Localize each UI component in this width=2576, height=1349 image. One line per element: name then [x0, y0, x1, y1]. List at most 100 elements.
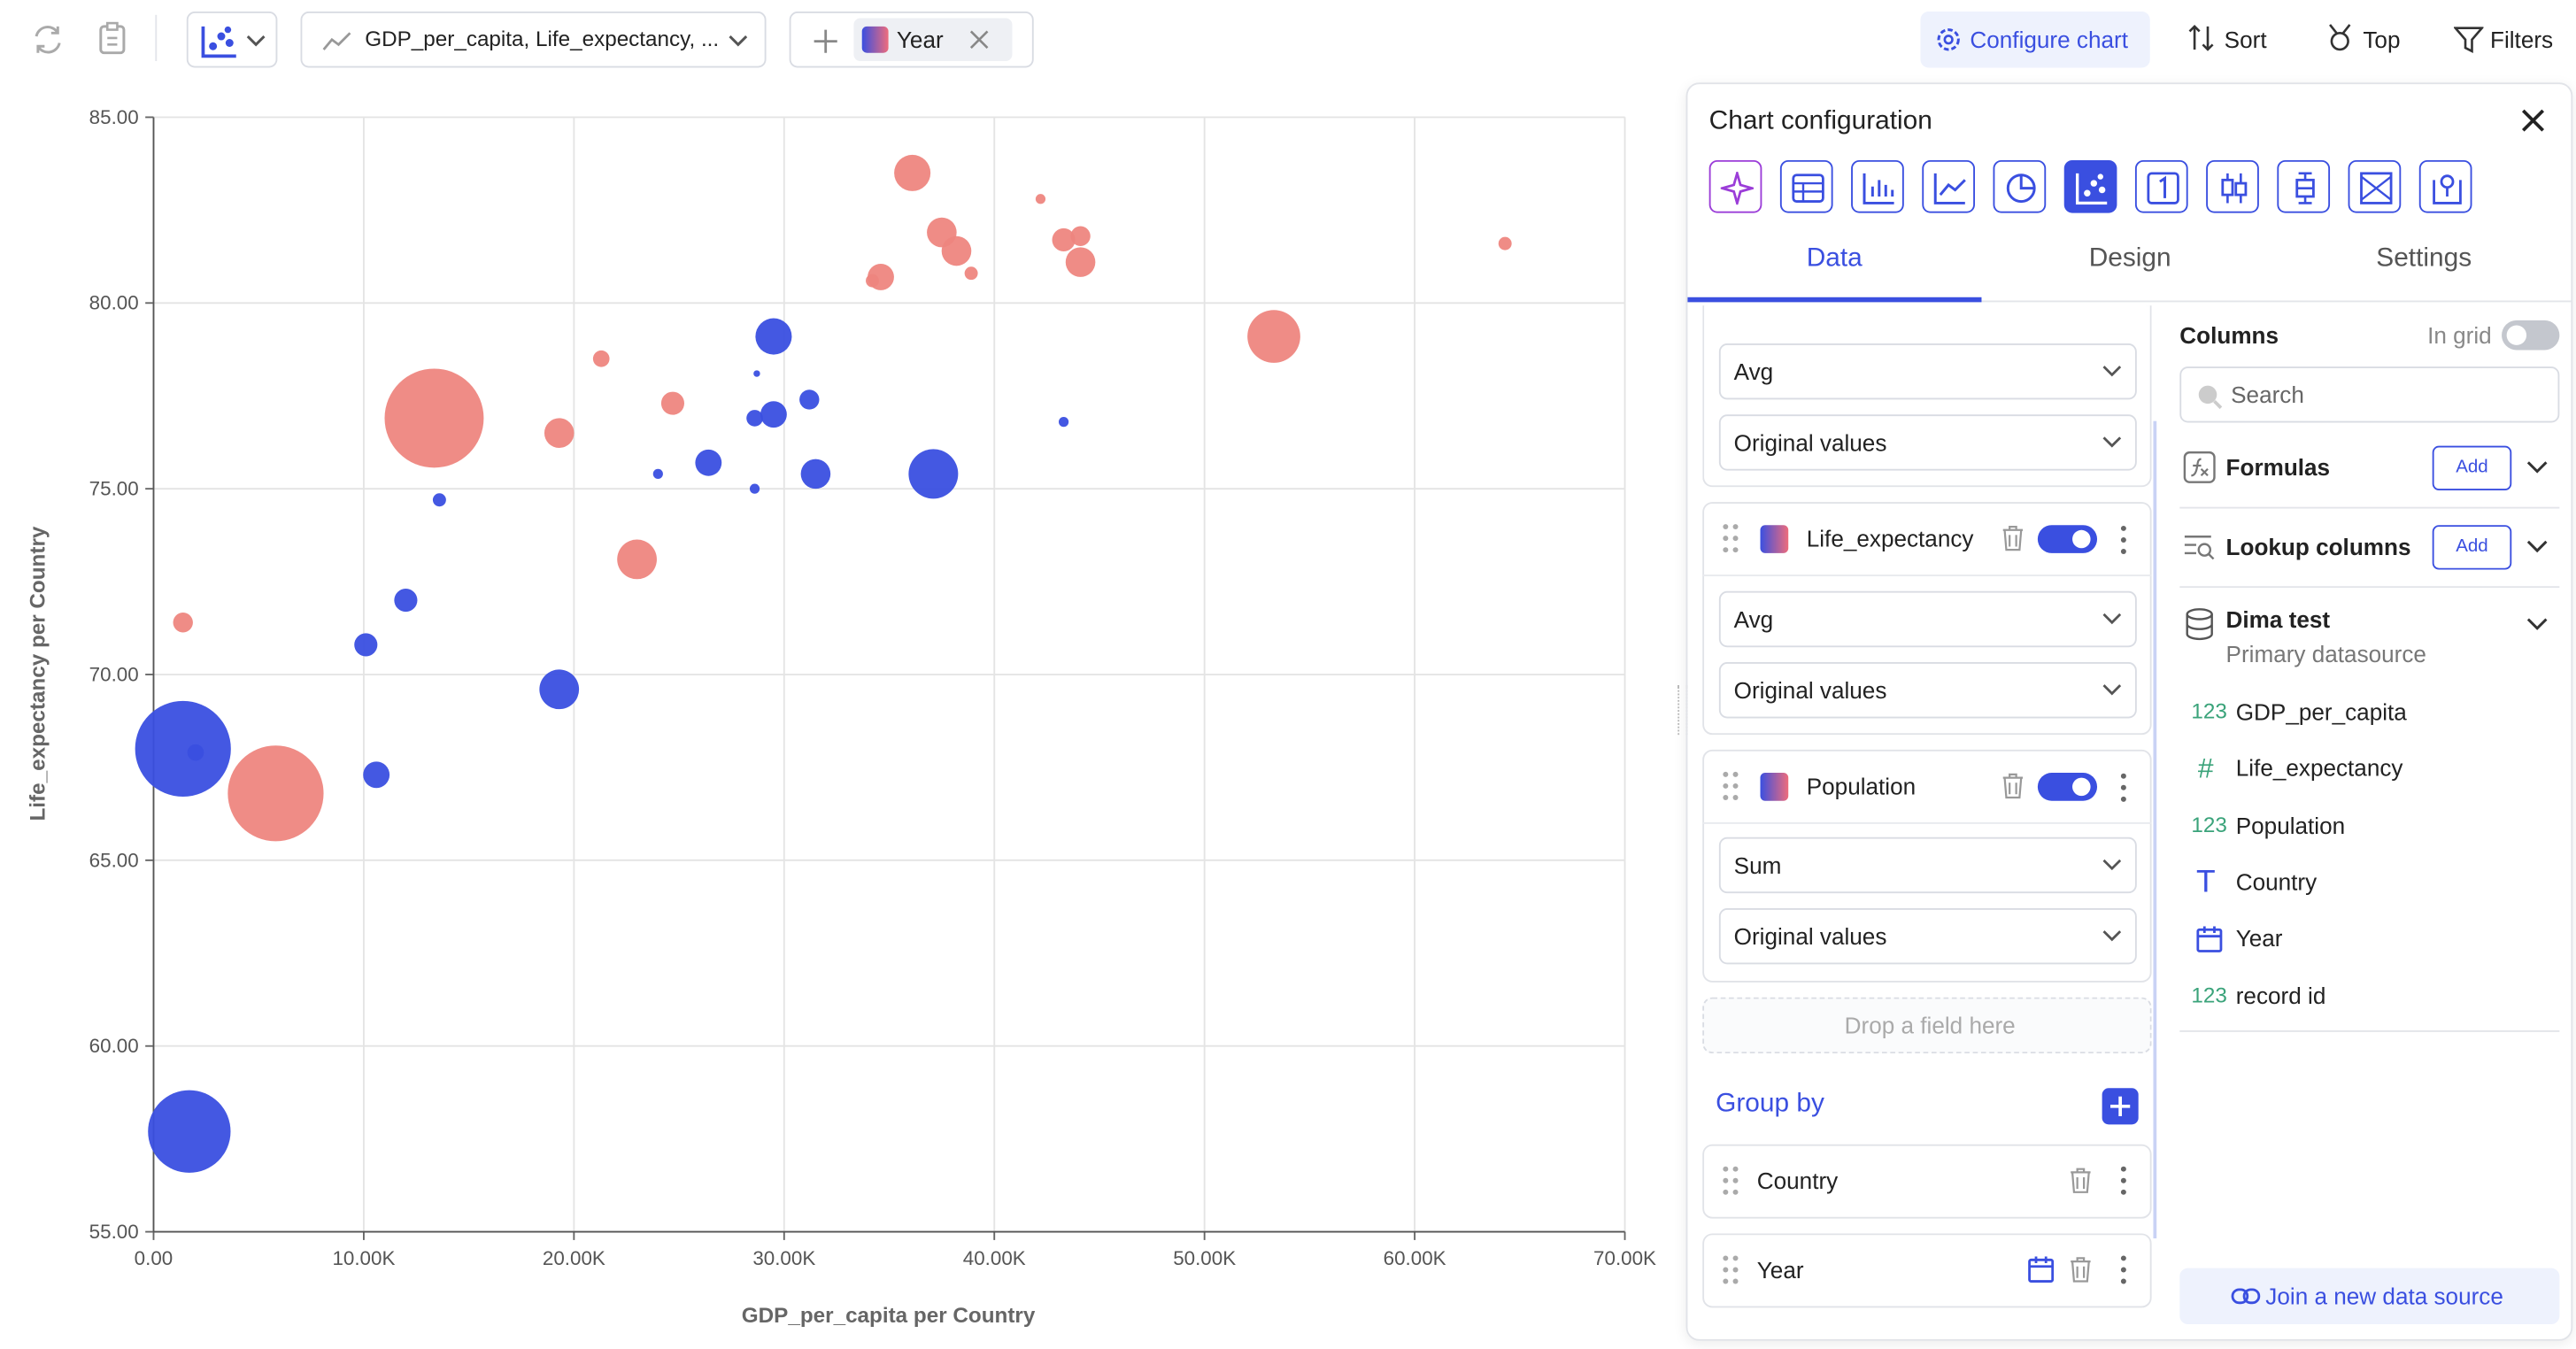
sort-icon[interactable]	[2188, 24, 2215, 51]
column-name[interactable]: Year	[2235, 924, 2283, 952]
line-icon[interactable]	[1922, 159, 1976, 213]
filter-icon[interactable]	[2453, 25, 2484, 55]
refresh-icon[interactable]	[30, 21, 66, 58]
bubble	[187, 744, 204, 761]
filters-label[interactable]: Filters	[2490, 26, 2554, 53]
bubble	[354, 633, 378, 657]
pie-icon[interactable]	[1993, 159, 2047, 213]
source-subtitle: Primary datasource	[2225, 640, 2426, 667]
chevron[interactable]	[2526, 460, 2548, 474]
mode-select[interactable]: Original values	[1718, 414, 2137, 471]
kpi-icon[interactable]	[2134, 159, 2188, 213]
remove-icon[interactable]	[969, 30, 989, 50]
search-icon	[2198, 385, 2223, 410]
delete-icon[interactable]	[2069, 1168, 2092, 1194]
scrollbar[interactable]	[2153, 420, 2157, 1239]
bubble	[964, 266, 978, 281]
search-box[interactable]: Search	[2179, 366, 2560, 423]
sankey-icon[interactable]	[2348, 159, 2402, 213]
ai-chart-icon[interactable]	[1708, 159, 1762, 213]
table-icon[interactable]	[1779, 159, 1833, 213]
toggle-on[interactable]	[2037, 773, 2098, 801]
chevron[interactable]	[2526, 540, 2548, 553]
bubble	[908, 449, 959, 499]
drop-hint: Drop a field here	[1844, 1012, 2016, 1039]
drag-handle[interactable]	[1723, 1166, 1739, 1196]
chevron[interactable]	[2526, 618, 2548, 631]
chart-type-dropdown[interactable]	[186, 12, 278, 68]
column-name[interactable]: record id	[2235, 982, 2326, 1009]
clipboard-icon[interactable]	[96, 19, 128, 56]
x-tick-label: 20.00K	[543, 1247, 605, 1269]
add-formula-button[interactable]: Add	[2432, 445, 2512, 491]
scatter-icon	[201, 26, 236, 58]
add-group-button[interactable]	[2102, 1088, 2139, 1125]
box-icon[interactable]	[2277, 159, 2331, 213]
panel-title: Chart configuration	[1708, 107, 1932, 135]
drag-handle[interactable]	[1723, 523, 1739, 553]
y-tick-label: 85.00	[89, 106, 139, 128]
aggregation-select[interactable]: Avg	[1718, 590, 2137, 648]
mode-select[interactable]: Original values	[1718, 662, 2137, 719]
search-placeholder: Search	[2231, 381, 2304, 408]
formula-icon	[2183, 451, 2216, 483]
drag-handle[interactable]	[1723, 1255, 1739, 1285]
delete-icon[interactable]	[2069, 1257, 2092, 1283]
map-icon[interactable]	[2418, 159, 2472, 213]
tab-settings[interactable]: Settings	[2376, 244, 2472, 273]
configure-label: Configure chart	[1970, 26, 2128, 53]
in-grid-toggle[interactable]	[2502, 320, 2560, 351]
tab-divider	[1687, 300, 2572, 303]
column-name[interactable]: Life_expectancy	[2235, 754, 2403, 782]
y-tick-label: 70.00	[89, 663, 139, 685]
field-card	[1702, 502, 2152, 736]
bubble	[755, 318, 792, 355]
mode-select[interactable]: Original values	[1718, 907, 2137, 965]
more-icon[interactable]	[2118, 1255, 2128, 1285]
tab-design[interactable]: Design	[2088, 244, 2171, 273]
bubble	[660, 391, 685, 415]
candlestick-icon[interactable]	[2206, 159, 2259, 213]
y-tick-label: 65.00	[89, 849, 139, 871]
join-button[interactable]: Join a new data source	[2179, 1268, 2560, 1325]
bubble	[800, 459, 831, 489]
drop-zone[interactable]	[1702, 997, 2152, 1054]
drag-handle[interactable]	[1723, 771, 1739, 801]
more-icon[interactable]	[2118, 773, 2128, 803]
join-label: Join a new data source	[2265, 1283, 2503, 1310]
column-name[interactable]: GDP_per_capita	[2235, 698, 2407, 725]
split-label: Year	[896, 26, 944, 53]
scatter-icon-selected[interactable]	[2063, 159, 2117, 213]
calendar-icon[interactable]	[2028, 1255, 2055, 1283]
group-name: Country	[1756, 1167, 1839, 1194]
tab-data[interactable]: Data	[1806, 244, 1863, 273]
column-name[interactable]: Population	[2235, 812, 2346, 839]
toggle-on[interactable]	[2037, 525, 2098, 553]
y-tick-label: 80.00	[89, 292, 139, 314]
bar-icon[interactable]	[1851, 159, 1904, 213]
more-icon[interactable]	[2118, 525, 2128, 555]
column-name[interactable]: Country	[2235, 868, 2318, 896]
aggregation-select[interactable]: Avg	[1718, 343, 2137, 400]
bubble	[432, 493, 446, 507]
sort-label[interactable]: Sort	[2224, 26, 2267, 53]
bubble	[753, 370, 760, 377]
delete-icon[interactable]	[2001, 525, 2025, 551]
top-icon[interactable]	[2325, 23, 2355, 53]
add-lookup-button[interactable]: Add	[2432, 525, 2512, 570]
year-chip[interactable]: Year	[853, 18, 1013, 62]
delete-icon[interactable]	[2001, 773, 2025, 799]
aggregation-select[interactable]: Sum	[1718, 836, 2137, 894]
split-box: Year	[789, 12, 1034, 68]
x-tick-label: 0.00	[135, 1247, 174, 1269]
close-icon[interactable]	[2521, 109, 2545, 132]
more-icon[interactable]	[2118, 1166, 2128, 1196]
bubble	[1052, 227, 1076, 252]
chart: GDP_per_capita per Country Life_expectan…	[26, 106, 1656, 1328]
plus-icon[interactable]	[813, 28, 839, 55]
top-label[interactable]: Top	[2363, 26, 2401, 53]
calendar-icon	[2196, 926, 2223, 952]
configure-button[interactable]: Configure chart	[1920, 12, 2150, 68]
fields-dropdown[interactable]: GDP_per_capita, Life_expectancy, ...	[300, 12, 767, 68]
